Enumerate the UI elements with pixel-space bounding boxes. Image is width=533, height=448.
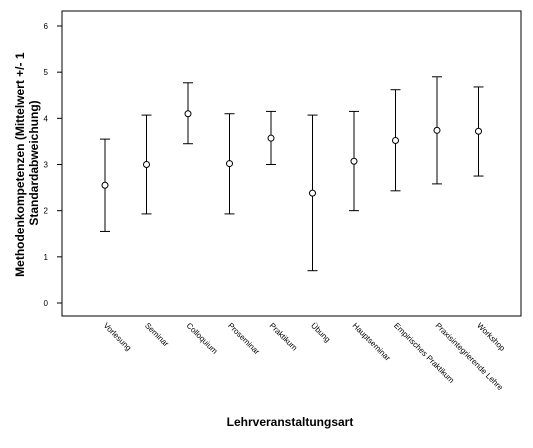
- y-tick-label: 4: [44, 114, 49, 123]
- error-bar-group: [307, 114, 318, 272]
- y-tick-label: 0: [44, 299, 49, 308]
- x-category-label: Praktikum: [268, 321, 300, 353]
- mean-marker: [475, 127, 482, 135]
- mean-marker: [184, 110, 192, 118]
- x-category-label: Colloquium: [185, 321, 220, 356]
- y-tick-label: 1: [44, 253, 49, 262]
- error-bar-group: [100, 138, 110, 232]
- mean-marker: [350, 157, 358, 165]
- x-category-label: Hauptseminar: [351, 321, 393, 363]
- error-bar-group: [266, 110, 276, 165]
- error-bar-group: [349, 110, 359, 212]
- x-category-label: Praxisintegrierende Lehre: [434, 321, 506, 393]
- y-axis-ticks: 0 1 2 3 4 5 6: [44, 22, 62, 308]
- x-axis-category-labels: Vorlesung Seminar Colloquium Proseminar Prak…: [102, 321, 508, 393]
- mean-marker: [392, 136, 399, 144]
- error-bar-group: [473, 86, 484, 177]
- error-bars: [100, 76, 484, 272]
- mean-marker: [226, 160, 233, 168]
- error-bar-group: [141, 114, 152, 215]
- mean-marker: [143, 161, 150, 168]
- y-tick-label: 5: [44, 68, 49, 77]
- x-category-label: Workshop: [475, 321, 507, 353]
- y-axis-title-line-1: Methodenkompetenzen (Mittelwert +/- 1: [13, 52, 27, 277]
- x-category-label: Vorlesung: [102, 321, 134, 353]
- plot-frame: [61, 10, 522, 317]
- error-bar-group: [432, 76, 442, 185]
- y-axis-title: Methodenkompetenzen (Mittelwert +/- 1 St…: [13, 49, 41, 277]
- mean-marker: [433, 126, 441, 134]
- y-tick-label: 3: [44, 161, 49, 170]
- y-tick-label: 6: [44, 22, 49, 31]
- y-axis-title-line-2: Standardabweichung): [27, 100, 41, 225]
- mean-marker: [267, 134, 275, 142]
- mean-marker: [309, 189, 316, 197]
- y-tick-label: 2: [44, 207, 49, 216]
- x-category-label: Seminar: [143, 321, 171, 349]
- mean-marker: [101, 181, 109, 189]
- x-category-label: Proseminar: [226, 321, 262, 357]
- error-bar-group: [183, 82, 193, 145]
- error-bar-group: [390, 89, 401, 192]
- x-axis-title: Lehrveranstaltungsart: [227, 415, 354, 429]
- error-bar-group: [224, 113, 235, 215]
- x-category-label: Übung: [309, 321, 332, 344]
